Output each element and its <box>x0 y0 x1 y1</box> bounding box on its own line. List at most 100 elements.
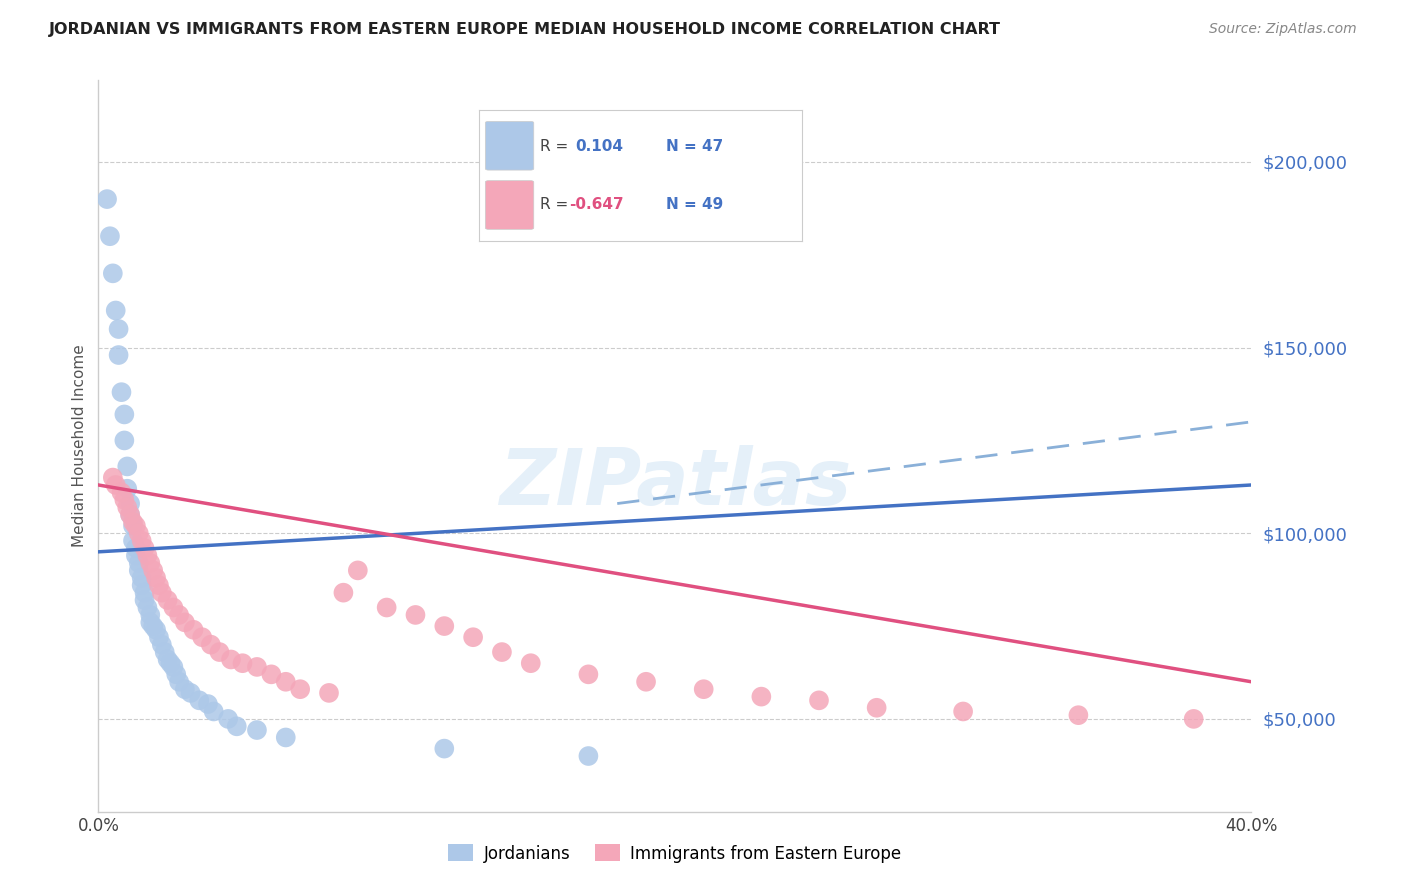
Point <box>120 508 142 522</box>
Point <box>110 485 132 500</box>
Point <box>134 593 156 607</box>
Point <box>101 266 124 280</box>
Point <box>107 348 129 362</box>
Point <box>1067 708 1090 723</box>
Point <box>219 652 242 666</box>
Point <box>96 192 118 206</box>
Point <box>208 645 231 659</box>
Point <box>217 712 239 726</box>
Point <box>150 638 173 652</box>
Point <box>165 667 187 681</box>
Point <box>183 623 205 637</box>
Point <box>1182 712 1205 726</box>
Point <box>145 571 167 585</box>
Point <box>139 607 162 622</box>
Point <box>139 556 162 570</box>
Point <box>122 518 145 533</box>
Point <box>101 470 124 484</box>
Point <box>159 657 181 671</box>
Point <box>808 693 831 707</box>
Point <box>433 741 456 756</box>
Point <box>136 600 159 615</box>
Point <box>197 697 219 711</box>
Point <box>578 667 600 681</box>
Point <box>246 660 269 674</box>
Point <box>112 434 135 448</box>
Point <box>156 593 179 607</box>
Point <box>139 615 162 630</box>
Point <box>274 731 297 745</box>
Point <box>104 478 127 492</box>
Text: ZIPatlas: ZIPatlas <box>499 444 851 521</box>
Point <box>125 541 148 555</box>
Point <box>136 549 159 563</box>
Point <box>153 645 176 659</box>
Point <box>156 652 179 666</box>
Point <box>142 619 165 633</box>
Point <box>180 686 202 700</box>
Point <box>405 607 427 622</box>
Point <box>636 674 658 689</box>
Point <box>117 500 139 515</box>
Point <box>128 563 150 577</box>
Point <box>120 497 142 511</box>
Point <box>433 619 456 633</box>
Point <box>167 674 190 689</box>
Point <box>98 229 121 244</box>
Point <box>131 578 153 592</box>
Point <box>122 515 145 529</box>
Point <box>188 693 211 707</box>
Point <box>112 408 135 422</box>
Point <box>375 600 398 615</box>
Point <box>174 615 197 630</box>
Point <box>191 630 214 644</box>
Point <box>491 645 513 659</box>
Point <box>246 723 269 737</box>
Point <box>117 459 139 474</box>
Point <box>142 563 165 577</box>
Legend: Jordanians, Immigrants from Eastern Europe: Jordanians, Immigrants from Eastern Euro… <box>441 838 908 869</box>
Point <box>128 526 150 541</box>
Point <box>174 682 197 697</box>
Point <box>125 518 148 533</box>
Point <box>332 585 354 599</box>
Point <box>274 674 297 689</box>
Point <box>128 556 150 570</box>
Point <box>148 578 170 592</box>
Point <box>260 667 283 681</box>
Point <box>231 657 254 671</box>
Point <box>145 623 167 637</box>
Point <box>162 660 184 674</box>
Point <box>150 585 173 599</box>
Point <box>520 657 543 671</box>
Point <box>131 533 153 548</box>
Point <box>578 749 600 764</box>
Point <box>134 541 156 555</box>
Point <box>346 563 368 577</box>
Point <box>148 630 170 644</box>
Point <box>866 700 889 714</box>
Point <box>200 638 222 652</box>
Text: JORDANIAN VS IMMIGRANTS FROM EASTERN EUROPE MEDIAN HOUSEHOLD INCOME CORRELATION : JORDANIAN VS IMMIGRANTS FROM EASTERN EUR… <box>49 22 1001 37</box>
Point <box>107 322 129 336</box>
Point <box>131 571 153 585</box>
Point <box>167 607 190 622</box>
Point <box>318 686 340 700</box>
Point <box>117 482 139 496</box>
Point <box>112 492 135 507</box>
Point <box>290 682 312 697</box>
Point <box>125 549 148 563</box>
Point <box>162 600 184 615</box>
Point <box>104 303 127 318</box>
Text: Source: ZipAtlas.com: Source: ZipAtlas.com <box>1209 22 1357 37</box>
Point <box>110 385 132 400</box>
Point <box>952 705 974 719</box>
Point <box>202 705 225 719</box>
Point <box>225 719 247 733</box>
Point <box>693 682 716 697</box>
Point <box>120 508 142 522</box>
Point <box>461 630 484 644</box>
Point <box>134 585 156 599</box>
Point <box>122 533 145 548</box>
Y-axis label: Median Household Income: Median Household Income <box>72 344 87 548</box>
